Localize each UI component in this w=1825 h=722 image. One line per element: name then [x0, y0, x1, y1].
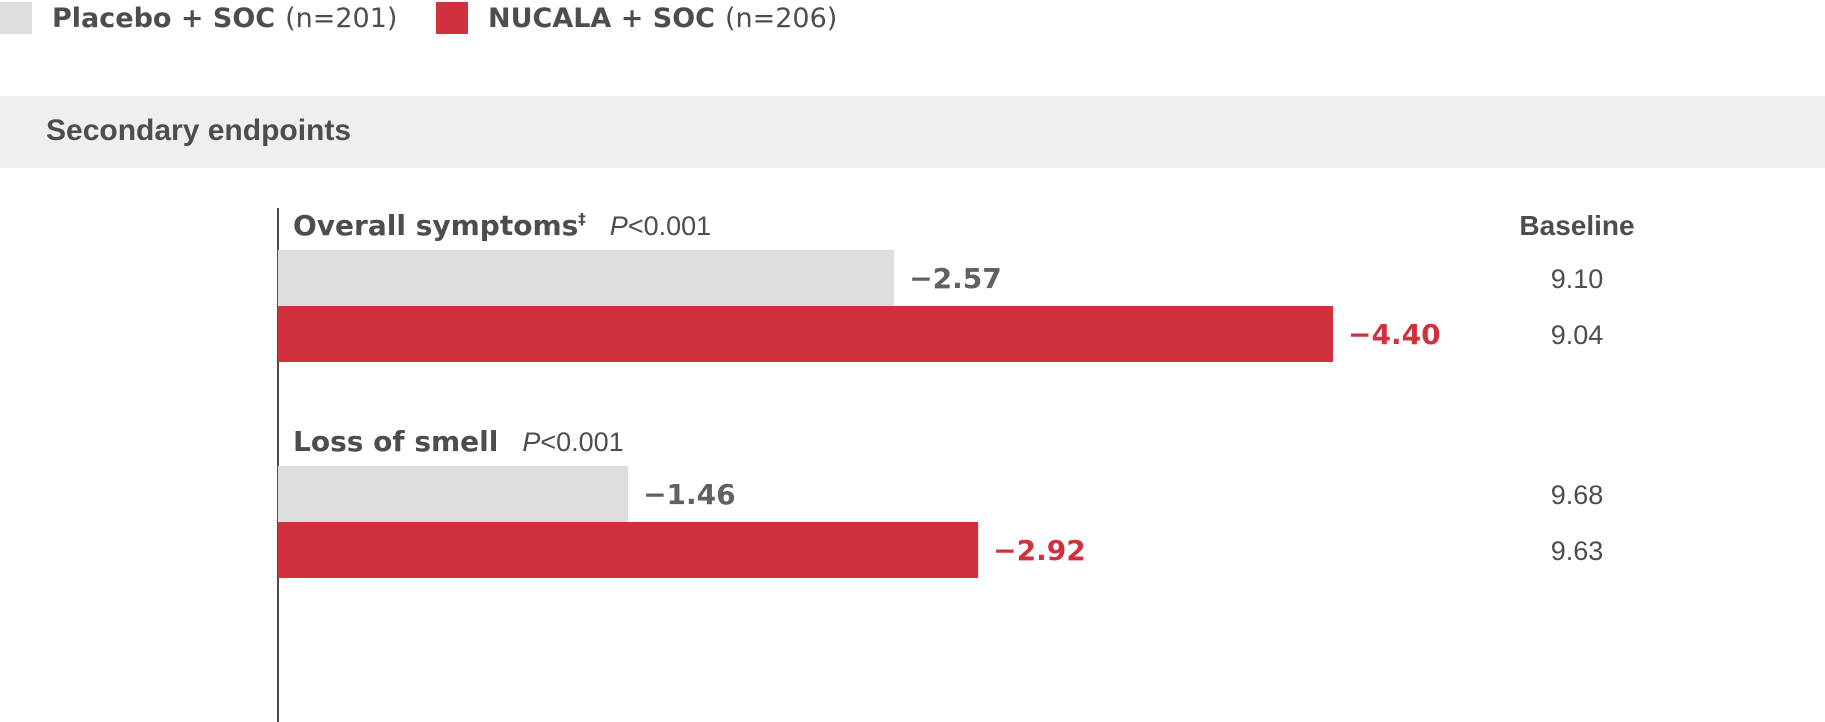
- baseline-value-loss-of-smell-placebo: 9.68: [1551, 480, 1604, 510]
- p-value-loss-of-smell: P<0.001: [522, 427, 623, 457]
- section-title: Secondary endpoints: [46, 114, 352, 147]
- baseline-value-loss-of-smell-nucala: 9.63: [1551, 536, 1604, 566]
- chart-legend: Placebo + SOC (n=201) NUCALA + SOC (n=20…: [0, 0, 1825, 40]
- bar-loss-of-smell-placebo: [278, 466, 629, 522]
- baseline-value-overall-symptoms-nucala: 9.04: [1551, 320, 1604, 350]
- legend-swatch-placebo: [0, 2, 32, 34]
- legend-n-nucala: (n=206): [724, 2, 838, 34]
- bar-value-overall-symptoms-placebo: −2.57: [909, 262, 1002, 295]
- legend-item-placebo: Placebo + SOC (n=201): [0, 0, 397, 36]
- group-title-overall-symptoms: Overall symptoms‡: [293, 209, 586, 242]
- section-header: Secondary endpoints: [0, 96, 1825, 168]
- bar-loss-of-smell-nucala: [278, 522, 979, 578]
- legend-item-nucala: NUCALA + SOC (n=206): [436, 0, 837, 36]
- bar-chart: Baseline Overall symptoms‡ P<0.001 −2.57 9.1…: [277, 208, 1635, 722]
- legend-label-placebo: Placebo + SOC: [52, 2, 276, 34]
- bar-overall-symptoms-placebo: [278, 250, 895, 306]
- baseline-header: Baseline: [1519, 210, 1634, 241]
- bar-value-loss-of-smell-placebo: −1.46: [643, 478, 736, 511]
- p-value-overall-symptoms: P<0.001: [610, 211, 711, 241]
- legend-swatch-nucala: [436, 2, 468, 34]
- legend-n-placebo: (n=201): [285, 2, 398, 34]
- baseline-value-overall-symptoms-placebo: 9.10: [1551, 264, 1604, 294]
- bar-value-loss-of-smell-nucala: −2.92: [993, 534, 1086, 567]
- bar-overall-symptoms-nucala: [278, 306, 1333, 362]
- bar-value-overall-symptoms-nucala: −4.40: [1348, 318, 1441, 351]
- legend-label-nucala: NUCALA + SOC: [488, 2, 715, 34]
- group-title-loss-of-smell: Loss of smell: [293, 425, 498, 458]
